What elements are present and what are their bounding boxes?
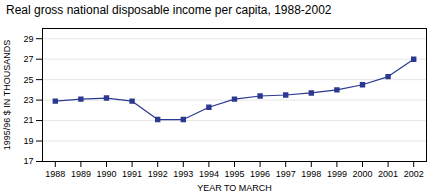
svg-text:1995/96 $ IN THOUSANDS: 1995/96 $ IN THOUSANDS — [2, 40, 12, 150]
svg-text:1992: 1992 — [148, 169, 168, 179]
svg-text:2002: 2002 — [404, 169, 424, 179]
svg-text:27: 27 — [23, 54, 33, 64]
svg-text:2001: 2001 — [378, 169, 398, 179]
svg-text:1999: 1999 — [327, 169, 347, 179]
svg-text:1995: 1995 — [224, 169, 244, 179]
svg-text:21: 21 — [23, 115, 33, 125]
svg-text:1997: 1997 — [276, 169, 296, 179]
svg-text:1996: 1996 — [250, 169, 270, 179]
svg-text:1993: 1993 — [173, 169, 193, 179]
svg-text:29: 29 — [23, 34, 33, 44]
svg-text:19: 19 — [23, 136, 33, 146]
svg-text:25: 25 — [23, 75, 33, 85]
svg-text:1988: 1988 — [45, 169, 65, 179]
svg-text:23: 23 — [23, 95, 33, 105]
svg-text:1991: 1991 — [122, 169, 142, 179]
svg-text:17: 17 — [23, 156, 33, 166]
svg-text:1994: 1994 — [199, 169, 219, 179]
svg-text:2000: 2000 — [352, 169, 372, 179]
html-text:Real gross national disposable: Real gross national disposable income pe… — [6, 3, 332, 17]
svg-text:1990: 1990 — [96, 169, 116, 179]
svg-text:1989: 1989 — [71, 169, 91, 179]
svg-text:1998: 1998 — [301, 169, 321, 179]
svg-text:YEAR TO MARCH: YEAR TO MARCH — [197, 183, 272, 193]
